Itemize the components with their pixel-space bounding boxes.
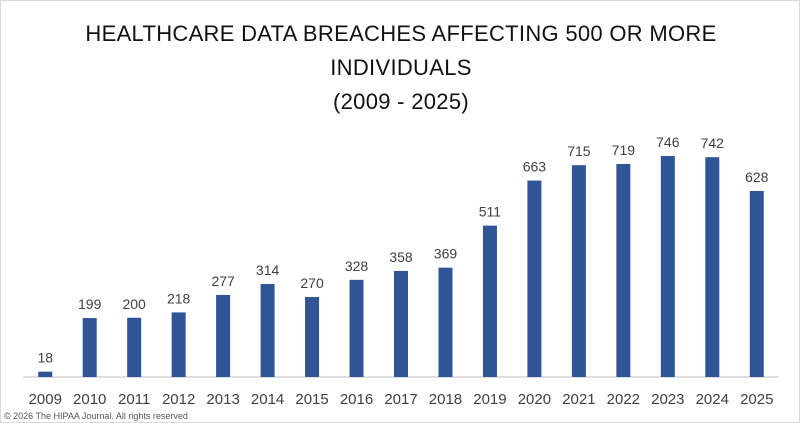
x-tick-label: 2021 [562,391,595,408]
value-label: 369 [434,246,458,262]
x-tick-label: 2024 [696,391,729,408]
bar [260,283,275,377]
title-block: HEALTHCARE DATA BREACHES AFFECTING 500 O… [81,17,721,119]
bar [438,267,453,377]
value-label: 314 [256,262,280,278]
value-label: 270 [300,275,324,291]
x-tick-label: 2022 [607,391,640,408]
value-label: 18 [37,350,53,366]
bar [527,180,542,377]
bar [571,165,586,377]
x-tick-label: 2016 [340,391,373,408]
x-tick-label: 2014 [251,391,284,408]
bar [82,318,97,377]
value-label: 715 [567,143,591,159]
value-label: 742 [701,135,725,151]
value-label: 746 [656,134,680,150]
x-tick-label: 2012 [162,391,195,408]
bar [482,225,497,377]
bar [660,156,675,377]
bar [38,371,53,377]
value-label: 511 [479,204,502,220]
value-label: 277 [211,273,235,289]
bar [305,297,320,377]
x-tick-label: 2013 [206,391,239,408]
bar [616,163,631,377]
bar [749,190,764,377]
x-tick-label: 2009 [29,391,62,408]
x-tick-label: 2023 [651,391,684,408]
value-label: 218 [167,290,191,306]
value-label: 663 [523,159,547,175]
footer: © 2026 The HIPAA Journal. All rights res… [4,411,188,421]
bar [394,270,408,377]
x-tick-label: 2019 [473,391,506,408]
value-label: 199 [78,296,102,312]
x-tick-label: 2010 [73,391,106,408]
x-tick-label: 2018 [429,391,462,408]
x-tick-label: 2020 [518,391,551,408]
x-tick-label: 2015 [295,391,328,408]
value-label: 628 [745,169,769,185]
bar [171,312,186,377]
value-label: 200 [122,296,146,312]
bar [216,294,231,377]
bar [127,317,142,377]
x-tick-label: 2011 [118,391,150,408]
bar [705,157,720,377]
chart-subtitle: (2009 - 2025) [333,89,469,114]
x-tick-label: 2017 [384,391,417,408]
value-label: 358 [389,249,413,265]
value-label: 328 [345,258,369,274]
bar [349,279,364,377]
x-tick-label: 2025 [740,391,773,408]
value-label: 719 [612,142,636,158]
chart-title: HEALTHCARE DATA BREACHES AFFECTING 500 O… [85,21,717,80]
